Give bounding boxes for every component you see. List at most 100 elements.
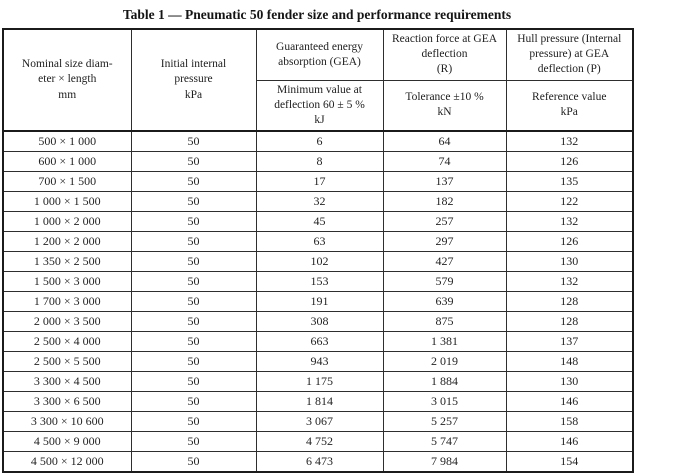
cell-hull: 146: [505, 391, 634, 413]
cell-size: 1 200 × 2 000: [2, 231, 132, 253]
cell-reaction: 579: [382, 271, 507, 293]
table-row: 1 350 × 2 500 50 102 427 130: [2, 251, 634, 273]
table-row: 1 000 × 2 000 50 45 257 132: [2, 211, 634, 233]
table-row: 500 × 1 000 50 6 64 132: [2, 130, 634, 153]
table-row: 4 500 × 9 000 50 4 752 5 747 146: [2, 431, 634, 453]
cell-hull: 154: [505, 451, 634, 473]
header-reference-value: Reference value kPa: [505, 79, 634, 133]
cell-hull: 128: [505, 291, 634, 313]
header-line: Minimum value at: [277, 83, 362, 96]
cell-reaction: 64: [382, 130, 507, 153]
cell-gea: 191: [255, 291, 384, 313]
header-row-1: Nominal size diam- eter × length mm Init…: [2, 28, 634, 133]
cell-reaction: 2 019: [382, 351, 507, 373]
cell-size: 1 700 × 3 000: [2, 291, 132, 313]
header-line: Hull pressure (Internal: [517, 33, 622, 45]
cell-pressure: 50: [130, 391, 257, 413]
cell-gea: 1 175: [255, 371, 384, 393]
cell-pressure: 50: [130, 351, 257, 373]
table-row: 1 700 × 3 000 50 191 639 128: [2, 291, 634, 313]
header-line: Reaction force at GEA: [391, 33, 498, 45]
table-header: Nominal size diam- eter × length mm Init…: [2, 28, 634, 133]
cell-pressure: 50: [130, 251, 257, 273]
cell-size: 4 500 × 12 000: [2, 451, 132, 473]
cell-reaction: 7 984: [382, 451, 507, 473]
header-line: kPa: [184, 88, 203, 101]
cell-size: 4 500 × 9 000: [2, 431, 132, 453]
table-row: 600 × 1 000 50 8 74 126: [2, 151, 634, 173]
cell-gea: 17: [255, 171, 384, 193]
header-line: Tolerance ±10 %: [405, 91, 484, 104]
cell-size: 1 500 × 3 000: [2, 271, 132, 293]
header-line: kJ: [314, 113, 325, 126]
fender-spec-table: Nominal size diam- eter × length mm Init…: [2, 28, 634, 473]
table-row: 2 500 × 5 500 50 943 2 019 148: [2, 351, 634, 373]
cell-hull: 132: [505, 130, 634, 153]
cell-size: 3 300 × 4 500: [2, 371, 132, 393]
cell-hull: 132: [505, 211, 634, 233]
table-row: 700 × 1 500 50 17 137 135: [2, 171, 634, 193]
cell-size: 1 000 × 2 000: [2, 211, 132, 233]
cell-hull: 132: [505, 271, 634, 293]
header-line: eter × length: [38, 73, 97, 86]
cell-gea: 63: [255, 231, 384, 253]
cell-gea: 3 067: [255, 411, 384, 433]
cell-reaction: 182: [382, 191, 507, 213]
cell-gea: 32: [255, 191, 384, 213]
cell-reaction: 639: [382, 291, 507, 313]
cell-gea: 153: [255, 271, 384, 293]
cell-gea: 1 814: [255, 391, 384, 413]
header-line: mm: [58, 88, 77, 101]
cell-size: 2 500 × 5 500: [2, 351, 132, 373]
table-row: 2 500 × 4 000 50 663 1 381 137: [2, 331, 634, 353]
cell-reaction: 427: [382, 251, 507, 273]
header-line: pressure: [174, 73, 213, 86]
header-line: pressure) at GEA: [529, 48, 610, 61]
cell-hull: 130: [505, 251, 634, 273]
header-line: kPa: [560, 106, 578, 119]
cell-hull: 128: [505, 311, 634, 333]
header-line: (R): [436, 63, 453, 76]
cell-pressure: 50: [130, 431, 257, 453]
cell-gea: 102: [255, 251, 384, 273]
header-gea-minimum: Minimum value at deflection 60 ± 5 % kJ: [255, 79, 384, 133]
cell-gea: 943: [255, 351, 384, 373]
cell-reaction: 1 884: [382, 371, 507, 393]
cell-pressure: 50: [130, 371, 257, 393]
cell-reaction: 5 747: [382, 431, 507, 453]
table-row: 4 500 × 12 000 50 6 473 7 984 154: [2, 451, 634, 473]
cell-hull: 148: [505, 351, 634, 373]
cell-gea: 45: [255, 211, 384, 233]
header-hull-pressure: Hull pressure (Internal pressure) at GEA…: [505, 28, 634, 81]
cell-pressure: 50: [130, 191, 257, 213]
cell-pressure: 50: [130, 451, 257, 473]
cell-pressure: 50: [130, 271, 257, 293]
table-title: Table 1 — Pneumatic 50 fender size and p…: [122, 7, 512, 22]
cell-hull: 126: [505, 151, 634, 173]
header-nominal-size: Nominal size diam- eter × length mm: [2, 28, 132, 133]
table-row: 3 300 × 10 600 50 3 067 5 257 158: [2, 411, 634, 433]
header-initial-pressure: Initial internal pressure kPa: [130, 28, 257, 133]
cell-hull: 130: [505, 371, 634, 393]
cell-reaction: 1 381: [382, 331, 507, 353]
table-row: 2 000 × 3 500 50 308 875 128: [2, 311, 634, 333]
cell-hull: 126: [505, 231, 634, 253]
cell-size: 1 350 × 2 500: [2, 251, 132, 273]
cell-hull: 158: [505, 411, 634, 433]
header-line: absorption (GEA): [278, 55, 361, 68]
header-line: deflection (P): [537, 63, 601, 76]
header-tolerance: Tolerance ±10 % kN: [382, 79, 507, 133]
header-line: Initial internal: [160, 58, 227, 71]
cell-reaction: 5 257: [382, 411, 507, 433]
cell-gea: 6 473: [255, 451, 384, 473]
cell-gea: 663: [255, 331, 384, 353]
cell-hull: 122: [505, 191, 634, 213]
cell-pressure: 50: [130, 291, 257, 313]
cell-gea: 308: [255, 311, 384, 333]
cell-size: 3 300 × 10 600: [2, 411, 132, 433]
cell-pressure: 50: [130, 171, 257, 193]
cell-size: 1 000 × 1 500: [2, 191, 132, 213]
table-row: 1 500 × 3 000 50 153 579 132: [2, 271, 634, 293]
cell-reaction: 3 015: [382, 391, 507, 413]
